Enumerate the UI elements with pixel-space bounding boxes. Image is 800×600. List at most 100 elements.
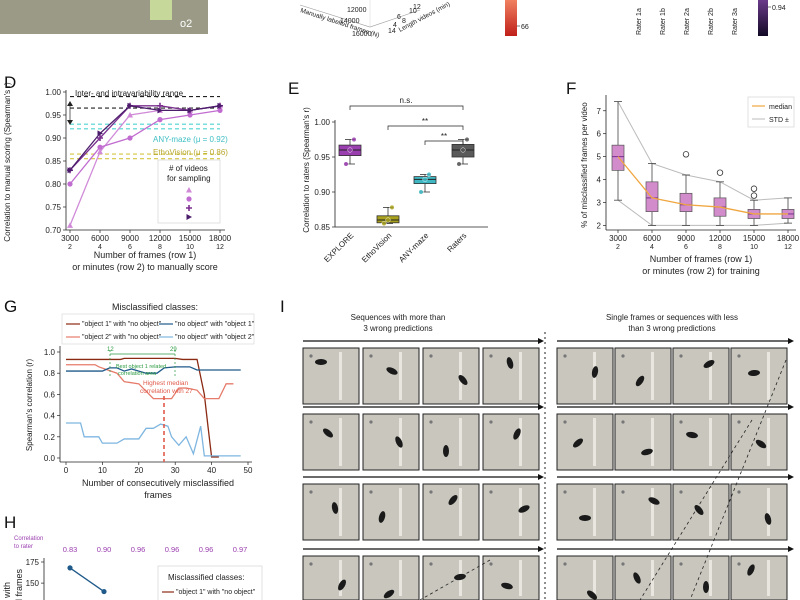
- g-legend-item-3: "no object" with "object 2": [175, 334, 255, 341]
- g-x-label-1: Number of consecutively misclassified: [82, 478, 234, 488]
- e-y-ticks: 0.85 0.90 0.95 1.00: [314, 118, 335, 232]
- d-x-tick-0: 3000: [61, 234, 79, 243]
- f-legend-median: median: [769, 104, 792, 111]
- f-x-tick-3: 12000: [709, 234, 732, 243]
- i-frame-object-0-3: [489, 354, 493, 358]
- i-frame-1-4: [556, 413, 614, 471]
- d-range-arrow-head-up: [67, 101, 73, 106]
- i-heading-right-2: than 3 wrong predictions: [628, 324, 715, 333]
- h-correlation-row: 0.83 0.90 0.96 0.96 0.96 0.97: [63, 545, 248, 554]
- d-point-2-3: [157, 102, 163, 109]
- i-frame-wall-3-0: [339, 560, 342, 596]
- h-legend-item-0: "object 1" with "no object": [176, 589, 256, 596]
- h-legend-title: Misclassified classes:: [168, 573, 244, 582]
- top-strip: o2 12000 14000 16000 Manually labelled f…: [0, 0, 786, 39]
- d-x-tick-4: 15000: [179, 234, 202, 243]
- i-frame-2-7: [730, 483, 788, 541]
- f-y-ticks: 2 3 4 5 6 7: [597, 107, 606, 230]
- i-frame-object-0-4: [563, 354, 567, 358]
- i-frame-mouse-2-2: [448, 495, 458, 505]
- i-frame-1-3: [482, 413, 540, 471]
- i-frame-wall-3-5: [651, 560, 654, 596]
- f-x-label-2: or minutes (row 2) for training: [642, 266, 760, 276]
- photo-strip: [0, 0, 208, 34]
- e-x-tick-0: EXPLORE: [322, 231, 355, 264]
- h-corr-value-2: 0.96: [131, 545, 146, 554]
- d-y-label: Correlation to manual scoring (Spearman'…: [3, 82, 12, 242]
- d-y-tick-2: 0.80: [45, 180, 61, 189]
- colorbar-red: [505, 0, 517, 36]
- i-frame-object-2-4: [563, 490, 567, 494]
- d-point-3-4: [187, 107, 193, 114]
- g-best-area-1: Best object 1 related: [116, 364, 166, 370]
- i-frame-2-3: [482, 483, 540, 541]
- d-point-0-1: [97, 148, 103, 155]
- i-frame-wall-0-7: [767, 352, 770, 400]
- i-frame-0-4: [556, 347, 614, 405]
- i-frame-mouse-3-6: [703, 581, 709, 593]
- length-tick-2: 8: [402, 18, 406, 25]
- h-point-0-1: [101, 588, 107, 595]
- h-y-tick-1: 175: [26, 558, 40, 567]
- i-frame-object-3-7: [737, 562, 741, 566]
- d-x-tick-1: 6000: [91, 234, 109, 243]
- h-y-label-1: with: [2, 582, 12, 599]
- h-series-line-0: [69, 567, 105, 593]
- i-frame-grid: [302, 338, 794, 600]
- i-frame-wall-2-6: [709, 488, 712, 536]
- manual-axis-label: Manually labelled frames (N): [299, 7, 380, 39]
- panel-label-f: F: [566, 79, 576, 98]
- i-frame-wall-2-7: [767, 488, 770, 536]
- rater-label-3: Rater 2b: [708, 8, 715, 35]
- i-frame-object-1-2: [429, 420, 433, 424]
- f-std-lower: [617, 199, 789, 226]
- d-series: [67, 102, 223, 228]
- d-y-tick-3: 0.85: [45, 157, 61, 166]
- i-frame-wall-1-3: [519, 418, 522, 466]
- i-frame-mouse-3-0: [338, 579, 346, 591]
- g-legend-item-1: "object 2" with "no object": [82, 334, 162, 341]
- g-series-line-1: [66, 364, 234, 400]
- i-frame-0-7: [730, 347, 788, 405]
- h-corr-value-5: 0.97: [233, 545, 248, 554]
- rater-label-4: Rater 3a: [732, 8, 739, 35]
- i-frame-object-0-2: [429, 354, 433, 358]
- f-x-row2-2: 6: [684, 244, 688, 251]
- e-dot-3-1: [460, 147, 466, 153]
- rater-label-0: Rater 1a: [636, 8, 643, 35]
- i-frame-wall-1-7: [767, 418, 770, 466]
- i-arrow-head-right-2: [788, 474, 794, 480]
- d-annotation-anymaze: ANY-maze (μ = 0.92): [153, 135, 228, 144]
- g-x-label-2: frames: [144, 490, 172, 500]
- i-frame-mouse-0-3: [506, 357, 514, 369]
- i-frame-1-1: [362, 413, 420, 471]
- d-point-1-4: [187, 112, 193, 118]
- f-x-row2-5: 12: [784, 244, 792, 251]
- d-annotation-range: Inter- and intravariability range: [75, 89, 184, 98]
- i-arrow-head-right-1: [788, 404, 794, 410]
- f-x-row2-0: 2: [616, 244, 620, 251]
- d-annotation-ethovision: EthoVision (μ = 0.86): [153, 148, 228, 157]
- i-frame-mouse-1-7: [755, 439, 767, 449]
- d-range-arrow-head-down: [67, 120, 73, 125]
- length-tick-5: 14: [388, 28, 396, 35]
- g-series: [66, 357, 241, 458]
- f-y-tick-4: 6: [597, 130, 602, 139]
- i-arrow-head-left-1: [538, 404, 544, 410]
- f-x-row2-3: 8: [718, 244, 722, 251]
- i-frame-mouse-1-6: [686, 431, 698, 439]
- e-y-tick-2: 0.95: [314, 153, 330, 162]
- panel-e: 0.85 0.90 0.95 1.00 EXPLORE EthoVision ANY-ma…: [302, 96, 488, 264]
- d-point-3-2: [127, 102, 133, 109]
- f-x-tick-5: 18000: [777, 234, 800, 243]
- panel-label-h: H: [4, 513, 16, 532]
- g-y-tick-2: 0.4: [44, 412, 56, 421]
- panel-h: Correlation to rater 0.83 0.90 0.96 0.96 0.9…: [2, 536, 263, 600]
- g-y-tick-5: 1.0: [44, 348, 56, 357]
- i-frame-wall-2-2: [459, 488, 462, 536]
- g-mark-12: 12: [107, 347, 114, 353]
- g-x-tick-4: 40: [207, 466, 216, 475]
- e-dot-0-0: [343, 161, 349, 167]
- i-frame-mouse-0-5: [635, 375, 645, 387]
